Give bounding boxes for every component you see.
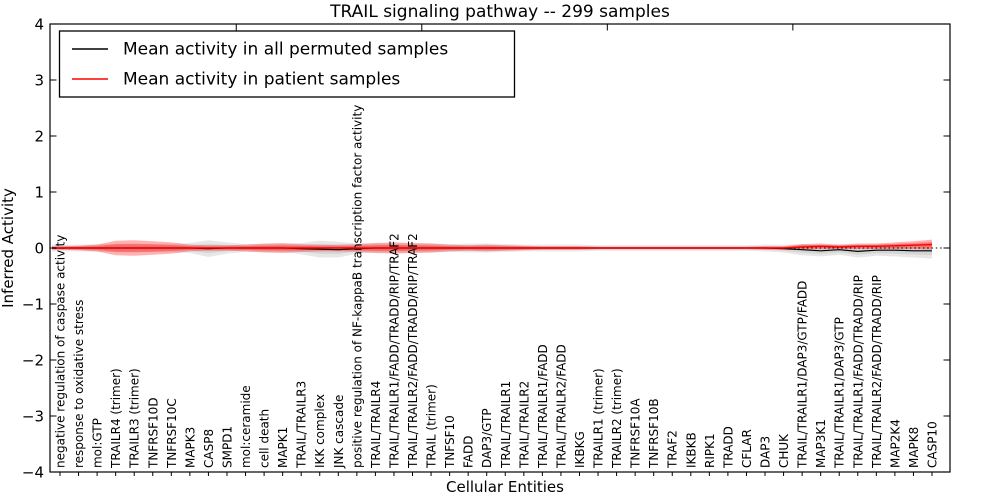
category-label: TNFRSF10C (165, 398, 179, 469)
category-label: TRAIL/TRAILR2/FADD (554, 344, 568, 469)
category-label: FADD (462, 436, 476, 469)
category-label: IKBKB (684, 432, 698, 468)
category-label: mol:GTP (91, 418, 105, 468)
category-label: MAP3K1 (814, 419, 828, 468)
category-label: JNK cascade (332, 395, 346, 469)
category-label: TRAF2 (666, 430, 680, 469)
category-label: TNFRSF10A (629, 398, 643, 469)
category-label: TRAIL/TRAILR2 (517, 381, 531, 469)
category-label: TRAILR4 (trimer) (109, 368, 123, 469)
chart-title: TRAIL signaling pathway -- 299 samples (329, 2, 670, 22)
category-label: TRAIL/TRAILR1/DAP3/GTP/FADD (796, 281, 810, 469)
permuted-band-inner (52, 243, 932, 256)
category-label: TRAILR3 (trimer) (128, 368, 142, 469)
category-label: response to oxidative stress (72, 300, 86, 468)
category-label: CASP10 (925, 421, 939, 468)
category-label: IKBKG (573, 431, 587, 468)
category-label: TRAIL/TRAILR1/FADD (536, 344, 550, 469)
category-label: MAPK1 (276, 427, 290, 468)
category-label: TRADD (721, 426, 735, 469)
category-label: CFLAR (740, 429, 754, 468)
category-label: TRAILR1 (trimer) (592, 368, 606, 469)
category-label: TRAIL/TRAILR1 (499, 381, 513, 469)
ytick-label: −1 (22, 296, 44, 314)
category-label: TRAIL/TRAILR4 (369, 381, 383, 469)
ytick-label: 1 (34, 184, 44, 202)
x-axis-label: Cellular Entities (446, 478, 564, 496)
category-label: MAPK3 (183, 427, 197, 468)
patient-band-inner (52, 241, 932, 253)
category-label: CHUK (777, 433, 791, 468)
category-label: TRAIL/TRAILR3 (295, 381, 309, 469)
category-label: TNFRSF10B (647, 398, 661, 469)
category-label: TRAILR2 (trimer) (610, 368, 624, 469)
category-labels: negative regulation of caspase activity r… (54, 105, 940, 469)
axis-ticks (50, 23, 950, 476)
legend-item-label: Mean activity in all permuted samples (123, 40, 448, 60)
ytick-label: 2 (34, 128, 44, 146)
category-label: TRAIL/TRAILR1/FADD/TRADD/RIP/TRAF2 (387, 233, 401, 469)
category-label: MAP2K4 (888, 419, 902, 468)
category-label: IKK complex (313, 394, 327, 468)
ytick-label: −2 (22, 352, 44, 370)
legend-item-label: Mean activity in patient samples (123, 70, 400, 90)
category-label: cell death (258, 409, 272, 468)
series-lines (50, 243, 950, 253)
legend: Mean activity in all permuted samples Mea… (58, 30, 516, 98)
category-label: RIPK1 (703, 433, 717, 468)
category-label: TNFRSF10D (146, 397, 160, 469)
category-label: CASP8 (202, 429, 216, 468)
category-label: MAPK8 (907, 427, 921, 468)
ytick-labels: 4 3 2 1 0 −1 −2 −3 −4 (22, 16, 44, 482)
y-axis-label: Inferred Activity (0, 188, 17, 308)
ytick-label: −3 (22, 408, 44, 426)
category-label: TRAIL/TRAILR1/DAP3/GTP (833, 317, 847, 469)
category-label: SMPD1 (220, 426, 234, 468)
category-label: DAP3/GTP (480, 408, 494, 468)
patient-mean-line (52, 243, 933, 249)
category-label: positive regulation of NF-kappaB transcr… (350, 105, 364, 468)
category-label: DAP3 (759, 436, 773, 468)
category-label: TRAIL/TRAILR1/FADD/TRADD/RIP (851, 275, 865, 469)
category-label: TNFSF10 (443, 415, 457, 469)
category-label: TRAIL (trimer) (425, 384, 439, 469)
category-label: mol:ceramide (239, 385, 253, 468)
ytick-label: 4 (34, 16, 44, 34)
category-label: TRAIL/TRAILR2/FADD/TRADD/RIP (870, 275, 884, 469)
permuted-band-outer (52, 240, 932, 259)
ytick-label: −4 (22, 464, 44, 482)
ytick-label: 0 (34, 240, 44, 258)
category-label: negative regulation of caspase activity (54, 235, 68, 468)
category-label: TRAIL/TRAILR2/FADD/TRADD/RIP/TRAF2 (406, 233, 420, 469)
ytick-label: 3 (34, 72, 44, 90)
legend-box (58, 30, 516, 98)
